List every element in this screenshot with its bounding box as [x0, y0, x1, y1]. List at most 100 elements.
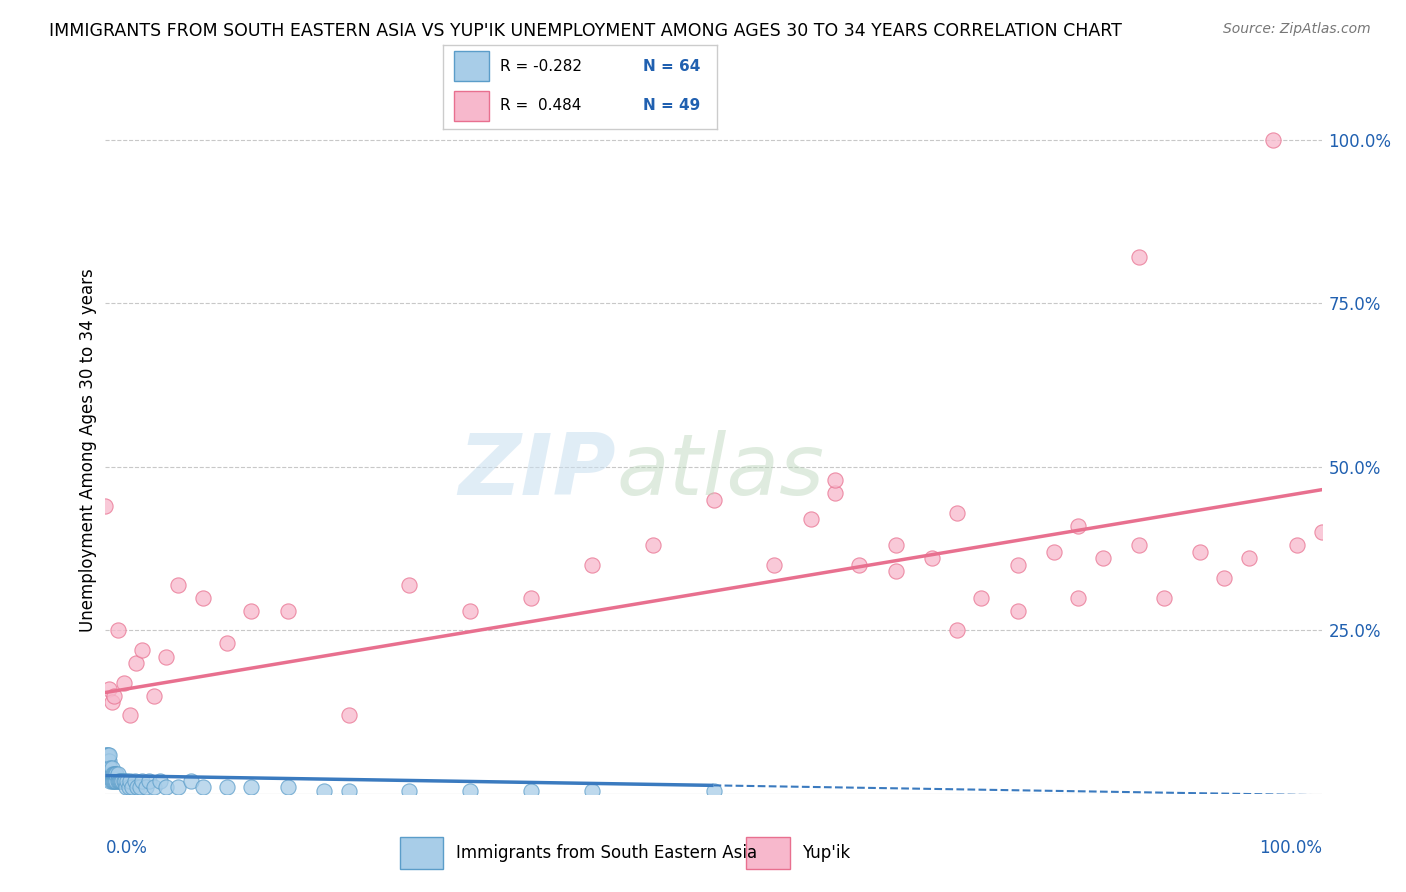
Point — [107, 773, 129, 788]
Point — [96, 747, 118, 762]
Point — [458, 783, 481, 797]
Point — [398, 783, 420, 797]
Point — [107, 767, 129, 781]
Point — [1261, 133, 1284, 147]
Point — [115, 780, 138, 795]
Point — [125, 656, 148, 670]
Point — [117, 780, 139, 795]
Point — [824, 473, 846, 487]
Point — [763, 558, 786, 572]
Point — [98, 767, 121, 781]
Point — [96, 767, 118, 781]
Point — [277, 780, 299, 795]
Point — [1067, 591, 1090, 605]
Point — [921, 551, 943, 566]
Text: ZIP: ZIP — [458, 430, 616, 513]
Point — [131, 773, 153, 788]
Point — [118, 708, 141, 723]
Point — [143, 689, 166, 703]
Point — [702, 492, 725, 507]
Text: atlas: atlas — [616, 430, 824, 513]
Point — [800, 512, 823, 526]
Text: R =  0.484: R = 0.484 — [501, 98, 582, 113]
Point — [581, 558, 603, 572]
Point — [314, 783, 336, 797]
Point — [100, 761, 122, 775]
FancyBboxPatch shape — [399, 837, 443, 869]
Point — [1007, 558, 1029, 572]
Point — [398, 577, 420, 591]
Point — [110, 773, 132, 788]
Point — [581, 783, 603, 797]
Point — [112, 773, 135, 788]
Point — [155, 649, 177, 664]
Point — [100, 695, 122, 709]
Point — [105, 773, 128, 788]
Point — [167, 780, 190, 795]
Point — [945, 624, 967, 638]
Point — [240, 780, 263, 795]
Text: Yup'ik: Yup'ik — [801, 844, 851, 862]
Point — [520, 783, 543, 797]
Point — [337, 783, 360, 797]
Point — [1189, 545, 1212, 559]
Point — [155, 780, 177, 795]
Text: R = -0.282: R = -0.282 — [501, 59, 582, 74]
Point — [458, 604, 481, 618]
Point — [104, 773, 127, 788]
Point — [111, 773, 134, 788]
FancyBboxPatch shape — [454, 91, 489, 120]
Point — [520, 591, 543, 605]
Text: Immigrants from South Eastern Asia: Immigrants from South Eastern Asia — [456, 844, 756, 862]
Point — [101, 767, 124, 781]
Point — [970, 591, 993, 605]
Point — [1007, 604, 1029, 618]
Point — [143, 780, 166, 795]
Point — [240, 604, 263, 618]
Point — [103, 767, 125, 781]
Point — [702, 783, 725, 797]
Point — [1128, 251, 1150, 265]
Point — [97, 767, 120, 781]
Point — [98, 767, 121, 781]
Text: N = 49: N = 49 — [643, 98, 700, 113]
Point — [125, 780, 148, 795]
Point — [94, 754, 117, 768]
Point — [100, 773, 122, 788]
Point — [97, 754, 120, 768]
Point — [1043, 545, 1066, 559]
Point — [277, 604, 299, 618]
Text: IMMIGRANTS FROM SOUTH EASTERN ASIA VS YUP'IK UNEMPLOYMENT AMONG AGES 30 TO 34 YE: IMMIGRANTS FROM SOUTH EASTERN ASIA VS YU… — [49, 22, 1122, 40]
Point — [98, 747, 121, 762]
Point — [884, 538, 907, 552]
FancyBboxPatch shape — [747, 837, 790, 869]
Point — [98, 761, 121, 775]
Point — [945, 506, 967, 520]
Point — [641, 538, 664, 552]
Point — [1286, 538, 1309, 552]
Point — [1128, 538, 1150, 552]
Point — [96, 754, 118, 768]
Point — [1310, 525, 1333, 540]
Point — [138, 773, 160, 788]
Point — [98, 761, 121, 775]
Point — [217, 780, 239, 795]
Point — [97, 761, 120, 775]
Text: Source: ZipAtlas.com: Source: ZipAtlas.com — [1223, 22, 1371, 37]
Point — [107, 624, 129, 638]
Text: N = 64: N = 64 — [643, 59, 700, 74]
Point — [118, 773, 141, 788]
Point — [100, 767, 122, 781]
Point — [337, 708, 360, 723]
Point — [191, 591, 214, 605]
Point — [191, 780, 214, 795]
Point — [94, 761, 117, 775]
Point — [108, 773, 131, 788]
Point — [167, 577, 190, 591]
Point — [98, 682, 121, 697]
Point — [884, 565, 907, 579]
Point — [103, 689, 125, 703]
Point — [180, 773, 202, 788]
Point — [94, 747, 117, 762]
Point — [103, 773, 125, 788]
